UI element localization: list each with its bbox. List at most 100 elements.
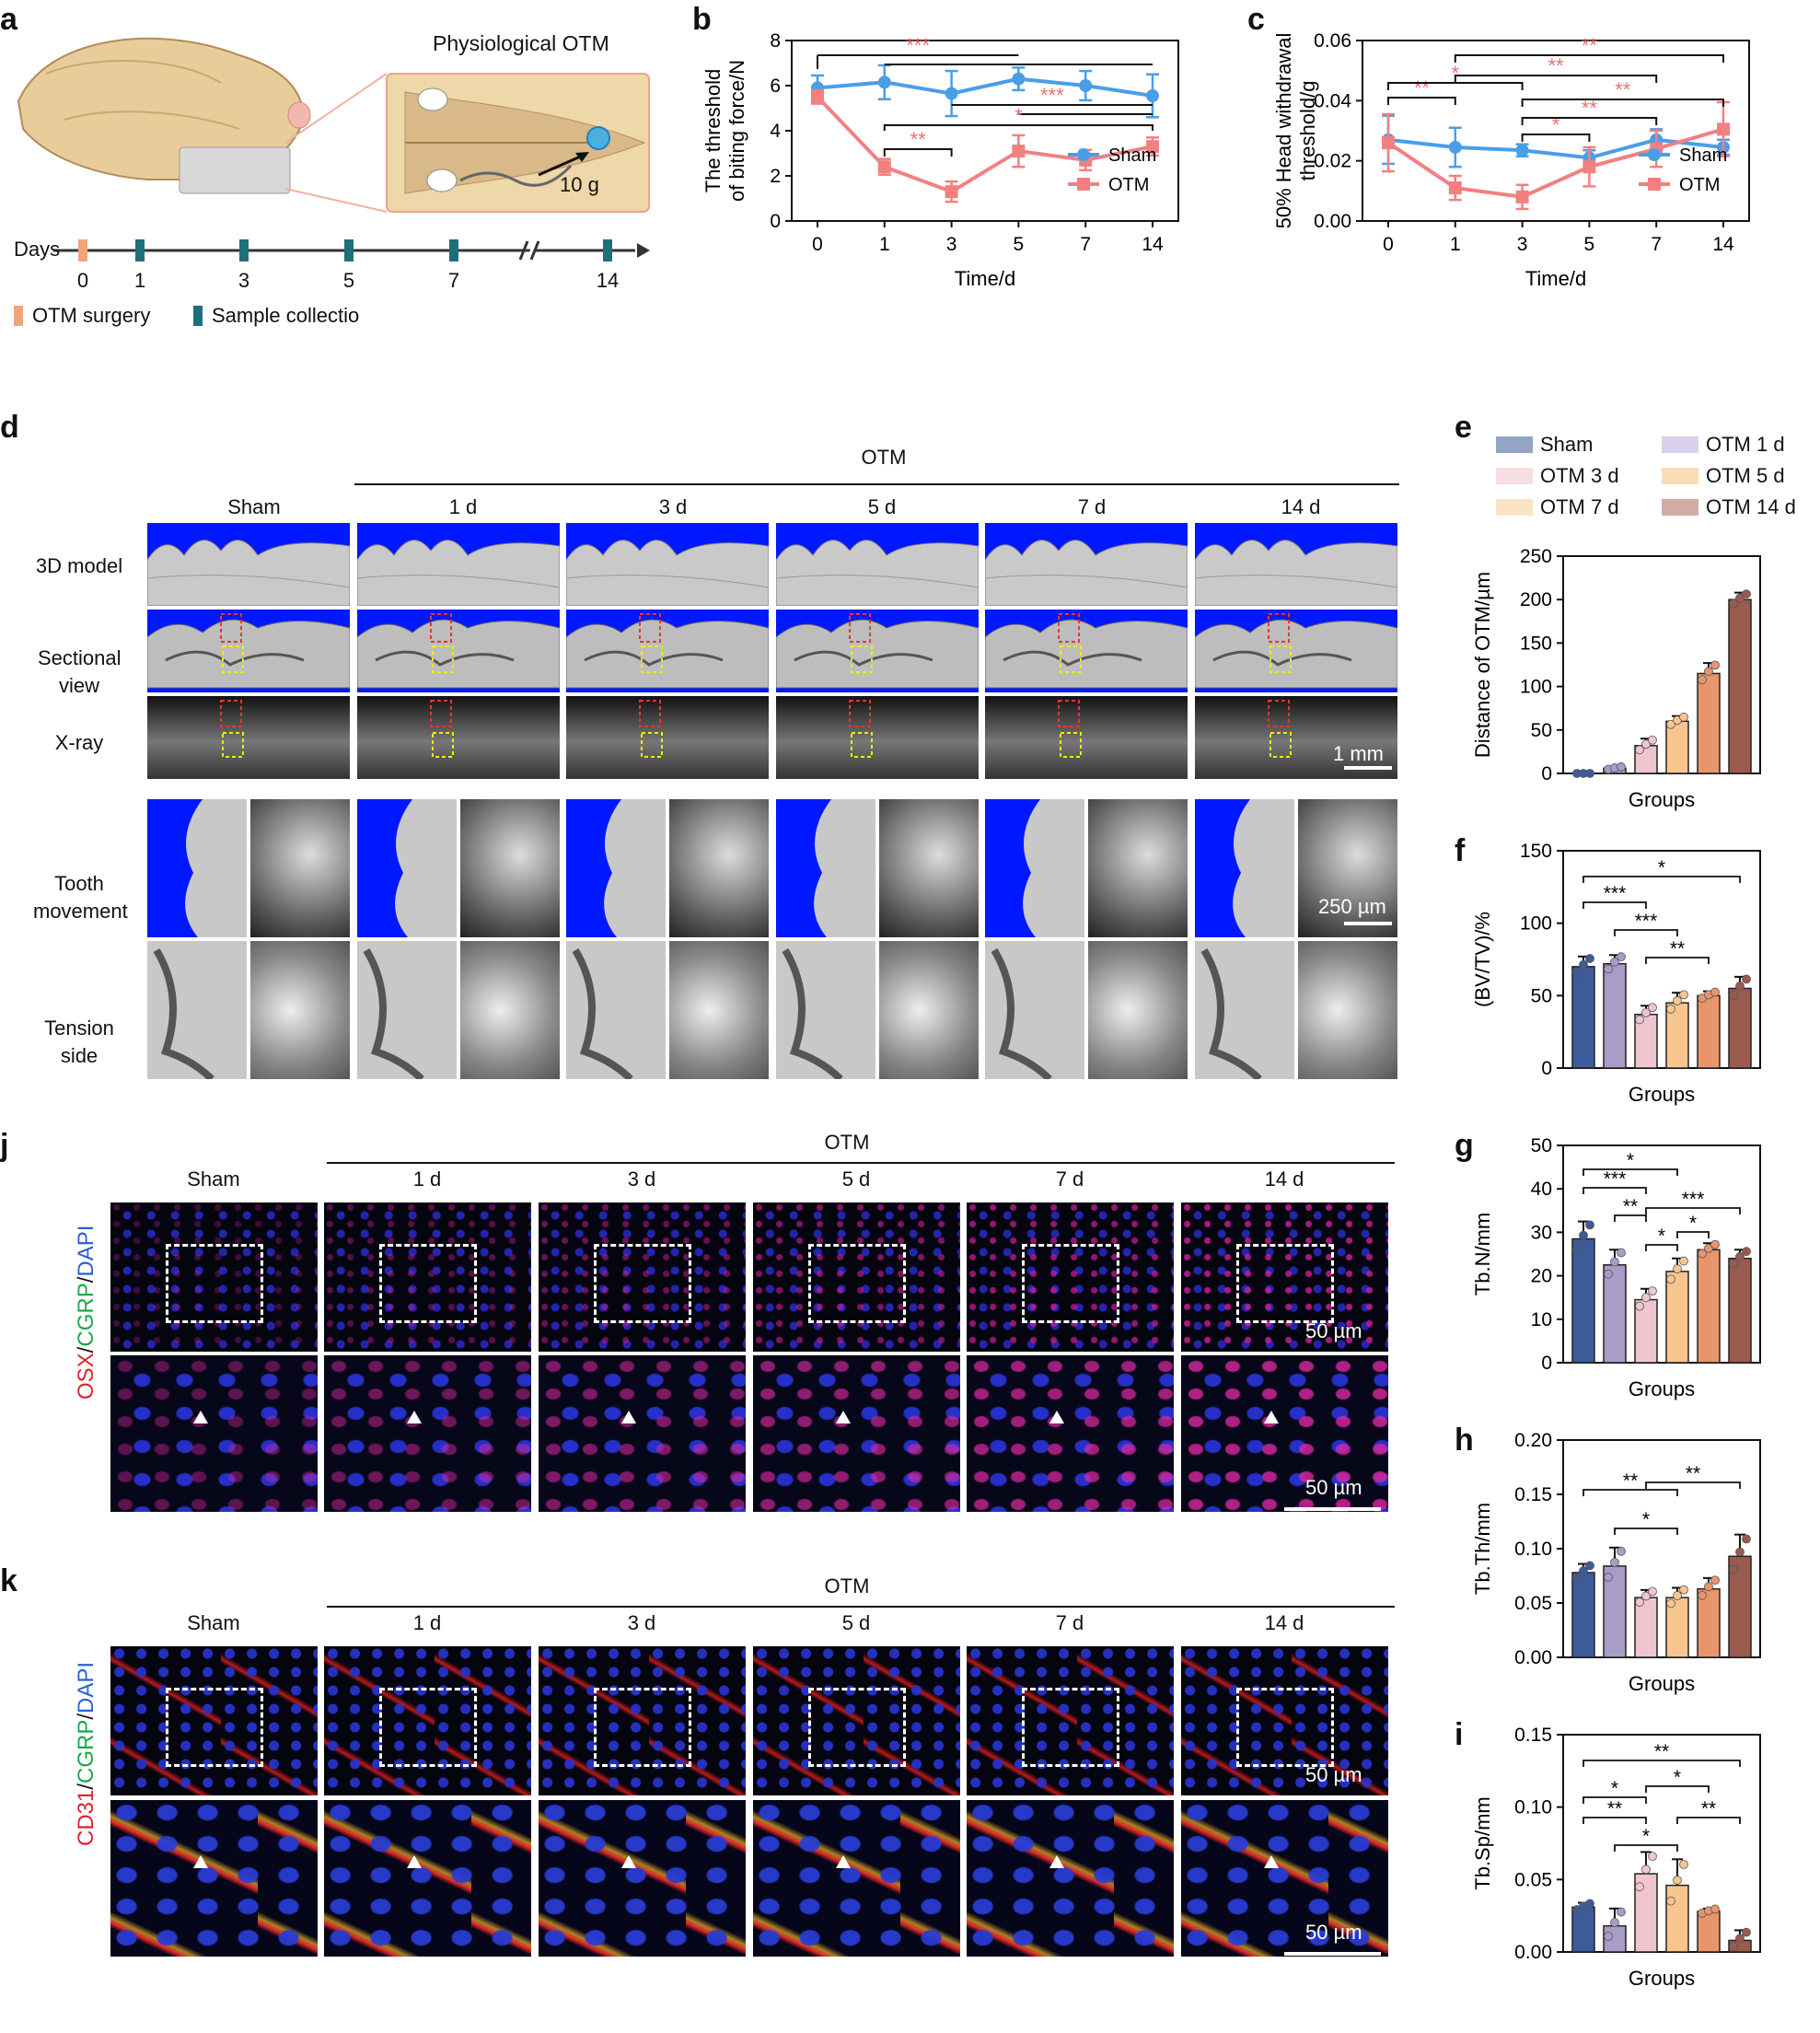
data-point [877, 76, 891, 89]
data-point [1382, 136, 1395, 150]
column-header: 14 d [1264, 1611, 1304, 1634]
column-header: Sham [187, 1611, 240, 1634]
micrograph-overview [967, 1202, 1174, 1352]
chart-c: 0.00 0.02 0.04 0.06 0 1 3 5 7 14 Time/d 50% Head wi… [1272, 30, 1750, 290]
significance-star: ** [1701, 1798, 1716, 1819]
zoom-region-box [379, 1244, 477, 1323]
legend-swatch [1496, 499, 1533, 516]
data-point [1448, 140, 1462, 154]
day-tick: 7 [447, 269, 460, 292]
column-header: 1 d [448, 495, 478, 518]
micrograph-zoom [967, 1800, 1174, 1957]
otm-header: OTM [861, 446, 907, 469]
data-dot [1610, 957, 1619, 967]
stain-sep: / [74, 1276, 99, 1284]
significance-bracket [1645, 1481, 1741, 1489]
y-tick-label: 0.00 [1314, 211, 1351, 232]
data-dot [1742, 1247, 1751, 1257]
x-tick-label: 0 [812, 234, 823, 255]
legend-sample: Sample collectio [212, 304, 360, 327]
sectional-view-image [985, 610, 1188, 692]
data-dot [1579, 1566, 1588, 1575]
data-point [1717, 122, 1730, 136]
tension-side-xray [1298, 941, 1397, 1079]
significance-star: ** [1548, 54, 1564, 77]
panel-label-d: d [0, 410, 19, 445]
micrograph-overview [1181, 1202, 1388, 1352]
zoom-region-box [808, 1244, 906, 1323]
y-tick-label: 150 [1520, 841, 1552, 862]
y-tick-label: 100 [1520, 677, 1552, 698]
legend-swatch [1496, 468, 1533, 484]
significance-bracket [1582, 1817, 1647, 1824]
sectional-view-image [357, 610, 560, 692]
data-dot [1698, 1249, 1707, 1259]
significance-bracket [883, 124, 1153, 131]
y-tick-label: 0.20 [1514, 1430, 1552, 1451]
arrowhead-marker [407, 1411, 422, 1423]
otm-bracket-j [327, 1162, 1395, 1164]
data-dot [1673, 1591, 1682, 1600]
xray-image [566, 696, 769, 779]
significance-star: ** [1582, 34, 1598, 57]
data-dot [1666, 719, 1675, 729]
bar [1603, 1264, 1627, 1364]
micrograph-zoom [324, 1355, 531, 1512]
panel-label-b: b [692, 2, 712, 37]
data-dot [1735, 593, 1745, 603]
legend-label: Sham [1108, 145, 1156, 166]
panel-label-f: f [1455, 833, 1466, 868]
significance-bracket [1387, 97, 1456, 105]
bar [1697, 1587, 1721, 1658]
data-point [1012, 145, 1026, 158]
y-axis-label: The threshold [701, 69, 725, 193]
column-header: 3 d [627, 1168, 656, 1191]
series-line-sham [1387, 137, 1724, 160]
data-dot [1585, 1220, 1594, 1230]
legend-item: OTM 5 d [1706, 464, 1785, 487]
significance-star: * [1642, 1826, 1650, 1847]
y-axis-label: of biting force/N [725, 60, 748, 202]
column-header: 7 d [1055, 1168, 1084, 1191]
x-tick-label: 7 [1651, 234, 1662, 255]
tooth-movement-section [566, 799, 666, 937]
data-dot [1742, 589, 1751, 599]
scale-label-1mm: 1 mm [1333, 742, 1384, 765]
column-header: 3 d [627, 1611, 656, 1634]
panel-label-e: e [1455, 410, 1472, 445]
data-dot [1735, 1934, 1745, 1944]
data-dot [1710, 1239, 1720, 1249]
stain-label-j: OSX/CGRP/DAPI [74, 1226, 99, 1400]
column-header: 14 d [1281, 495, 1321, 518]
data-dot [1729, 1259, 1738, 1269]
y-tick-label: 10 [1531, 1309, 1552, 1330]
y-tick-label: 50 [1531, 720, 1552, 741]
data-dot [1679, 1256, 1688, 1266]
significance-star: * [1658, 1226, 1665, 1247]
scale-bar-k1 [1312, 1795, 1360, 1799]
significance-bracket [1676, 1817, 1741, 1824]
data-dot [1710, 1904, 1720, 1914]
xray-image [357, 696, 560, 779]
tooth-movement-section [985, 799, 1084, 937]
bar [1571, 1572, 1595, 1658]
data-dot [1673, 1264, 1682, 1273]
panel-label-h: h [1455, 1423, 1474, 1458]
sectional-view-image [776, 610, 979, 692]
y-axis-label: Tb.Sp/mm [1471, 1796, 1494, 1889]
model-3d-image [985, 523, 1188, 606]
otm-header-j: OTM [824, 1131, 870, 1154]
data-dot [1648, 1003, 1657, 1013]
x-tick-label: 5 [1584, 234, 1595, 255]
column-header: 7 d [1077, 495, 1107, 518]
xray-image [1195, 696, 1397, 779]
y-tick-label: 50 [1531, 985, 1552, 1006]
bar [1665, 1271, 1689, 1364]
plot-frame [1562, 1144, 1761, 1364]
xray-image [147, 696, 350, 779]
column-header: Sham [187, 1168, 240, 1191]
force-label: 10 g [560, 173, 599, 196]
significance-star: * [1452, 62, 1460, 85]
data-dot [1742, 1927, 1751, 1937]
